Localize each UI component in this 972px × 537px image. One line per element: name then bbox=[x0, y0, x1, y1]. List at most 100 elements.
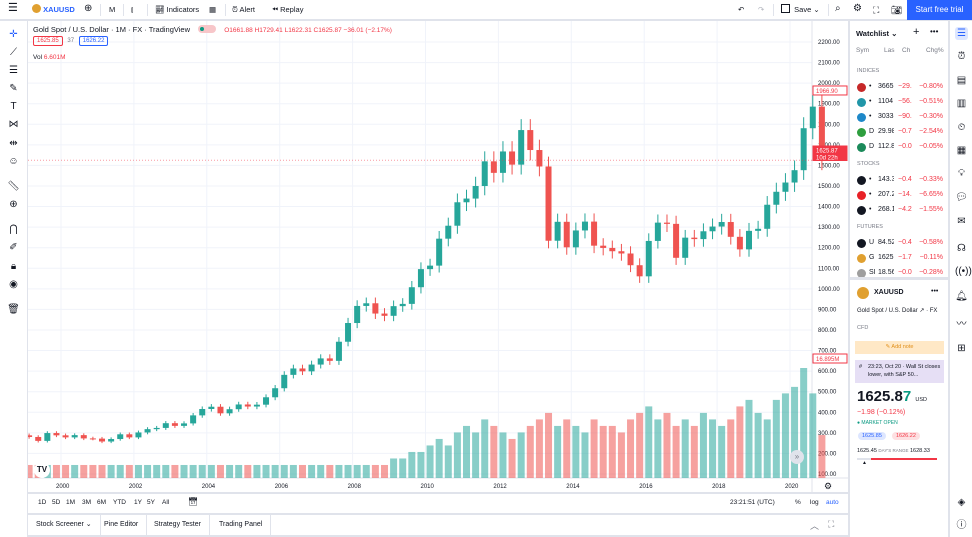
search-icon[interactable]: ⌕ bbox=[835, 3, 841, 14]
scroll-to-realtime-button[interactable]: » bbox=[790, 450, 804, 464]
save-button[interactable]: Save ⌄ bbox=[781, 4, 820, 16]
text-icon[interactable]: T bbox=[10, 101, 17, 112]
watchlist-row[interactable]: U 84.52 −0.4 −0.58% bbox=[850, 236, 948, 250]
tradingview-logo[interactable]: TV bbox=[34, 462, 50, 478]
chats-icon[interactable]: 💬︎ bbox=[955, 192, 968, 203]
watchlist-row[interactable]: • 207.2 −14. −6.65% bbox=[850, 188, 948, 202]
maximize-panel-icon[interactable]: ⛶ bbox=[828, 519, 835, 529]
range-1y[interactable]: 1Y bbox=[134, 499, 142, 506]
sell-price-button[interactable]: 1625.85 bbox=[33, 36, 63, 46]
date-range-calendar-icon[interactable]: 📅︎ bbox=[188, 497, 199, 506]
symbol-search-button[interactable]: XAUUSD bbox=[32, 4, 75, 16]
camera-icon[interactable]: 📷︎ bbox=[891, 5, 903, 15]
fullscreen-icon[interactable]: ⛶ bbox=[873, 5, 880, 15]
brush-icon[interactable]: ✎ bbox=[9, 83, 18, 94]
log-scale-toggle[interactable]: log bbox=[810, 499, 819, 506]
news-item[interactable]: #23:23, Oct 20 · Wall St closes lower, w… bbox=[855, 360, 944, 383]
watchlist-row[interactable]: • 3665 −29. −0.80% bbox=[850, 80, 948, 94]
interval-button[interactable]: M bbox=[109, 5, 116, 14]
tab-pine-editor[interactable]: Pine Editor bbox=[96, 515, 148, 535]
help-icon[interactable]: ⓘ bbox=[956, 520, 967, 531]
chart-settings-gear-icon[interactable]: ⚙ bbox=[824, 481, 833, 491]
start-free-trial-button[interactable]: Start free trial bbox=[907, 0, 972, 20]
range-all[interactable]: All bbox=[162, 499, 170, 506]
watchlist-title[interactable]: Watchlist ⌄ bbox=[856, 29, 898, 38]
watchlist-row[interactable]: D 29.98 −0.7 −2.54% bbox=[850, 125, 948, 139]
notifications-bell-icon[interactable]: 🔔︎ bbox=[955, 291, 968, 302]
buy-price-button[interactable]: 1626.22 bbox=[78, 36, 109, 46]
layouts-grid-icon[interactable]: ▦ bbox=[209, 5, 217, 14]
column-symbol[interactable]: Sym bbox=[856, 47, 869, 54]
watchlist-row[interactable]: • 1104 −56. −0.51% bbox=[850, 95, 948, 109]
watchlist-row[interactable]: • 268.1 −4.2 −1.55% bbox=[850, 203, 948, 217]
zoom-in-icon[interactable]: ⊕ bbox=[9, 199, 18, 210]
indicators-button[interactable]: 📈︎ Indicators bbox=[155, 4, 199, 16]
section-stocks[interactable]: STOCKS bbox=[857, 161, 880, 167]
pattern-icon[interactable]: ⋈ bbox=[8, 119, 19, 130]
trash-icon[interactable]: 🗑︎ bbox=[7, 304, 20, 315]
stay-drawing-icon[interactable]: ✐ bbox=[9, 242, 18, 253]
data-window-icon[interactable]: ▤ bbox=[956, 75, 967, 86]
utc-clock[interactable]: 23:21:51 (UTC) bbox=[730, 499, 775, 506]
tab-trading-panel[interactable]: Trading Panel bbox=[211, 515, 272, 535]
range-5y[interactable]: 5Y bbox=[147, 499, 155, 506]
column-last[interactable]: Las bbox=[884, 47, 895, 54]
market-status-toggle[interactable] bbox=[198, 25, 217, 33]
watchlist-row[interactable]: G 1625 −1.7 −0.11% bbox=[850, 251, 948, 265]
grid-calendar-icon[interactable]: ▦ bbox=[956, 145, 967, 156]
range-ytd[interactable]: YTD bbox=[113, 499, 126, 506]
replay-button[interactable]: ⏪︎ Replay bbox=[272, 4, 303, 16]
percent-scale-toggle[interactable]: % bbox=[795, 499, 801, 506]
add-note-button[interactable]: ✎ Add note bbox=[855, 341, 944, 354]
range-6m[interactable]: 6M bbox=[97, 499, 107, 506]
candles-chart-type-icon[interactable]: ⫾ bbox=[131, 5, 134, 14]
range-1m[interactable]: 1M bbox=[66, 499, 76, 506]
watchlist-icon[interactable]: ☰ bbox=[955, 27, 968, 40]
watchlist-row[interactable]: • 3033 −90. −0.30% bbox=[850, 110, 948, 124]
streams-icon[interactable]: ☊ bbox=[957, 243, 966, 254]
undo-icon[interactable]: ↶ bbox=[738, 5, 745, 14]
section-futures[interactable]: FUTURES bbox=[857, 224, 883, 230]
tab-strategy-tester[interactable]: Strategy Tester bbox=[146, 515, 210, 535]
ideas-bulb-icon[interactable]: 💡︎ bbox=[958, 168, 965, 179]
magnet-icon[interactable]: ⋂ bbox=[9, 224, 18, 235]
ruler-icon[interactable]: 📏︎ bbox=[7, 181, 20, 192]
details-more-icon[interactable]: ••• bbox=[931, 288, 939, 295]
lock-icon[interactable]: 🔒︎ bbox=[10, 261, 17, 272]
watchlist-row[interactable]: SI 18.56 −0.0 −0.28% bbox=[850, 266, 948, 280]
section-indices[interactable]: INDICES bbox=[857, 68, 880, 74]
auto-scale-toggle[interactable]: auto bbox=[826, 499, 839, 506]
alert-button[interactable]: ⏰︎ Alert bbox=[232, 4, 255, 16]
calendar-icon[interactable]: ⏲︎ bbox=[957, 122, 966, 133]
more-options-icon[interactable]: ••• bbox=[930, 27, 939, 36]
menu-icon[interactable]: ☰ bbox=[8, 2, 18, 14]
emoji-icon[interactable]: ☺ bbox=[8, 156, 19, 167]
crosshair-icon[interactable]: ✛ bbox=[9, 29, 18, 40]
trading-icon[interactable]: 〰 bbox=[956, 319, 967, 330]
messages-icon[interactable]: ✉︎ bbox=[957, 216, 966, 227]
add-symbol-icon[interactable]: + bbox=[913, 26, 920, 38]
compare-add-icon[interactable]: ⊕ bbox=[84, 3, 93, 14]
eye-icon[interactable]: ◉ bbox=[9, 279, 18, 290]
alarm-clock-icon[interactable]: ⏰︎ bbox=[957, 51, 966, 62]
redo-icon[interactable]: ↷ bbox=[758, 5, 765, 14]
layers-icon[interactable]: ◈ bbox=[957, 497, 966, 508]
column-change[interactable]: Ch bbox=[902, 47, 911, 54]
fib-retracement-icon[interactable]: ☰ bbox=[9, 65, 18, 76]
gear-icon[interactable]: ⚙ bbox=[853, 3, 862, 14]
chart-pane[interactable]: 2200.002100.002000.001900.001800.001700.… bbox=[28, 21, 848, 492]
prediction-icon[interactable]: ⇹ bbox=[9, 138, 18, 149]
trend-line-icon[interactable]: ⟋ bbox=[10, 47, 17, 58]
object-tree-icon[interactable]: ⊞ bbox=[957, 343, 966, 354]
column-change-percent[interactable]: Chg% bbox=[926, 47, 944, 54]
collapse-panel-icon[interactable]: ︿ bbox=[810, 521, 820, 531]
watchlist-row[interactable]: D 112.8 −0.0 −0.05% bbox=[850, 140, 948, 154]
tab-stock-screener[interactable]: Stock Screener ⌄ bbox=[28, 515, 101, 535]
broadcast-icon[interactable]: ((•)) bbox=[955, 266, 972, 277]
range-1d[interactable]: 1D bbox=[38, 499, 47, 506]
price-chart[interactable]: 2200.002100.002000.001900.001800.001700.… bbox=[28, 21, 848, 492]
hotlist-icon[interactable]: ▥ bbox=[956, 98, 967, 109]
range-5d[interactable]: 5D bbox=[52, 499, 61, 506]
watchlist-row[interactable]: • 143.3 −0.4 −0.33% bbox=[850, 173, 948, 187]
range-3m[interactable]: 3M bbox=[82, 499, 92, 506]
